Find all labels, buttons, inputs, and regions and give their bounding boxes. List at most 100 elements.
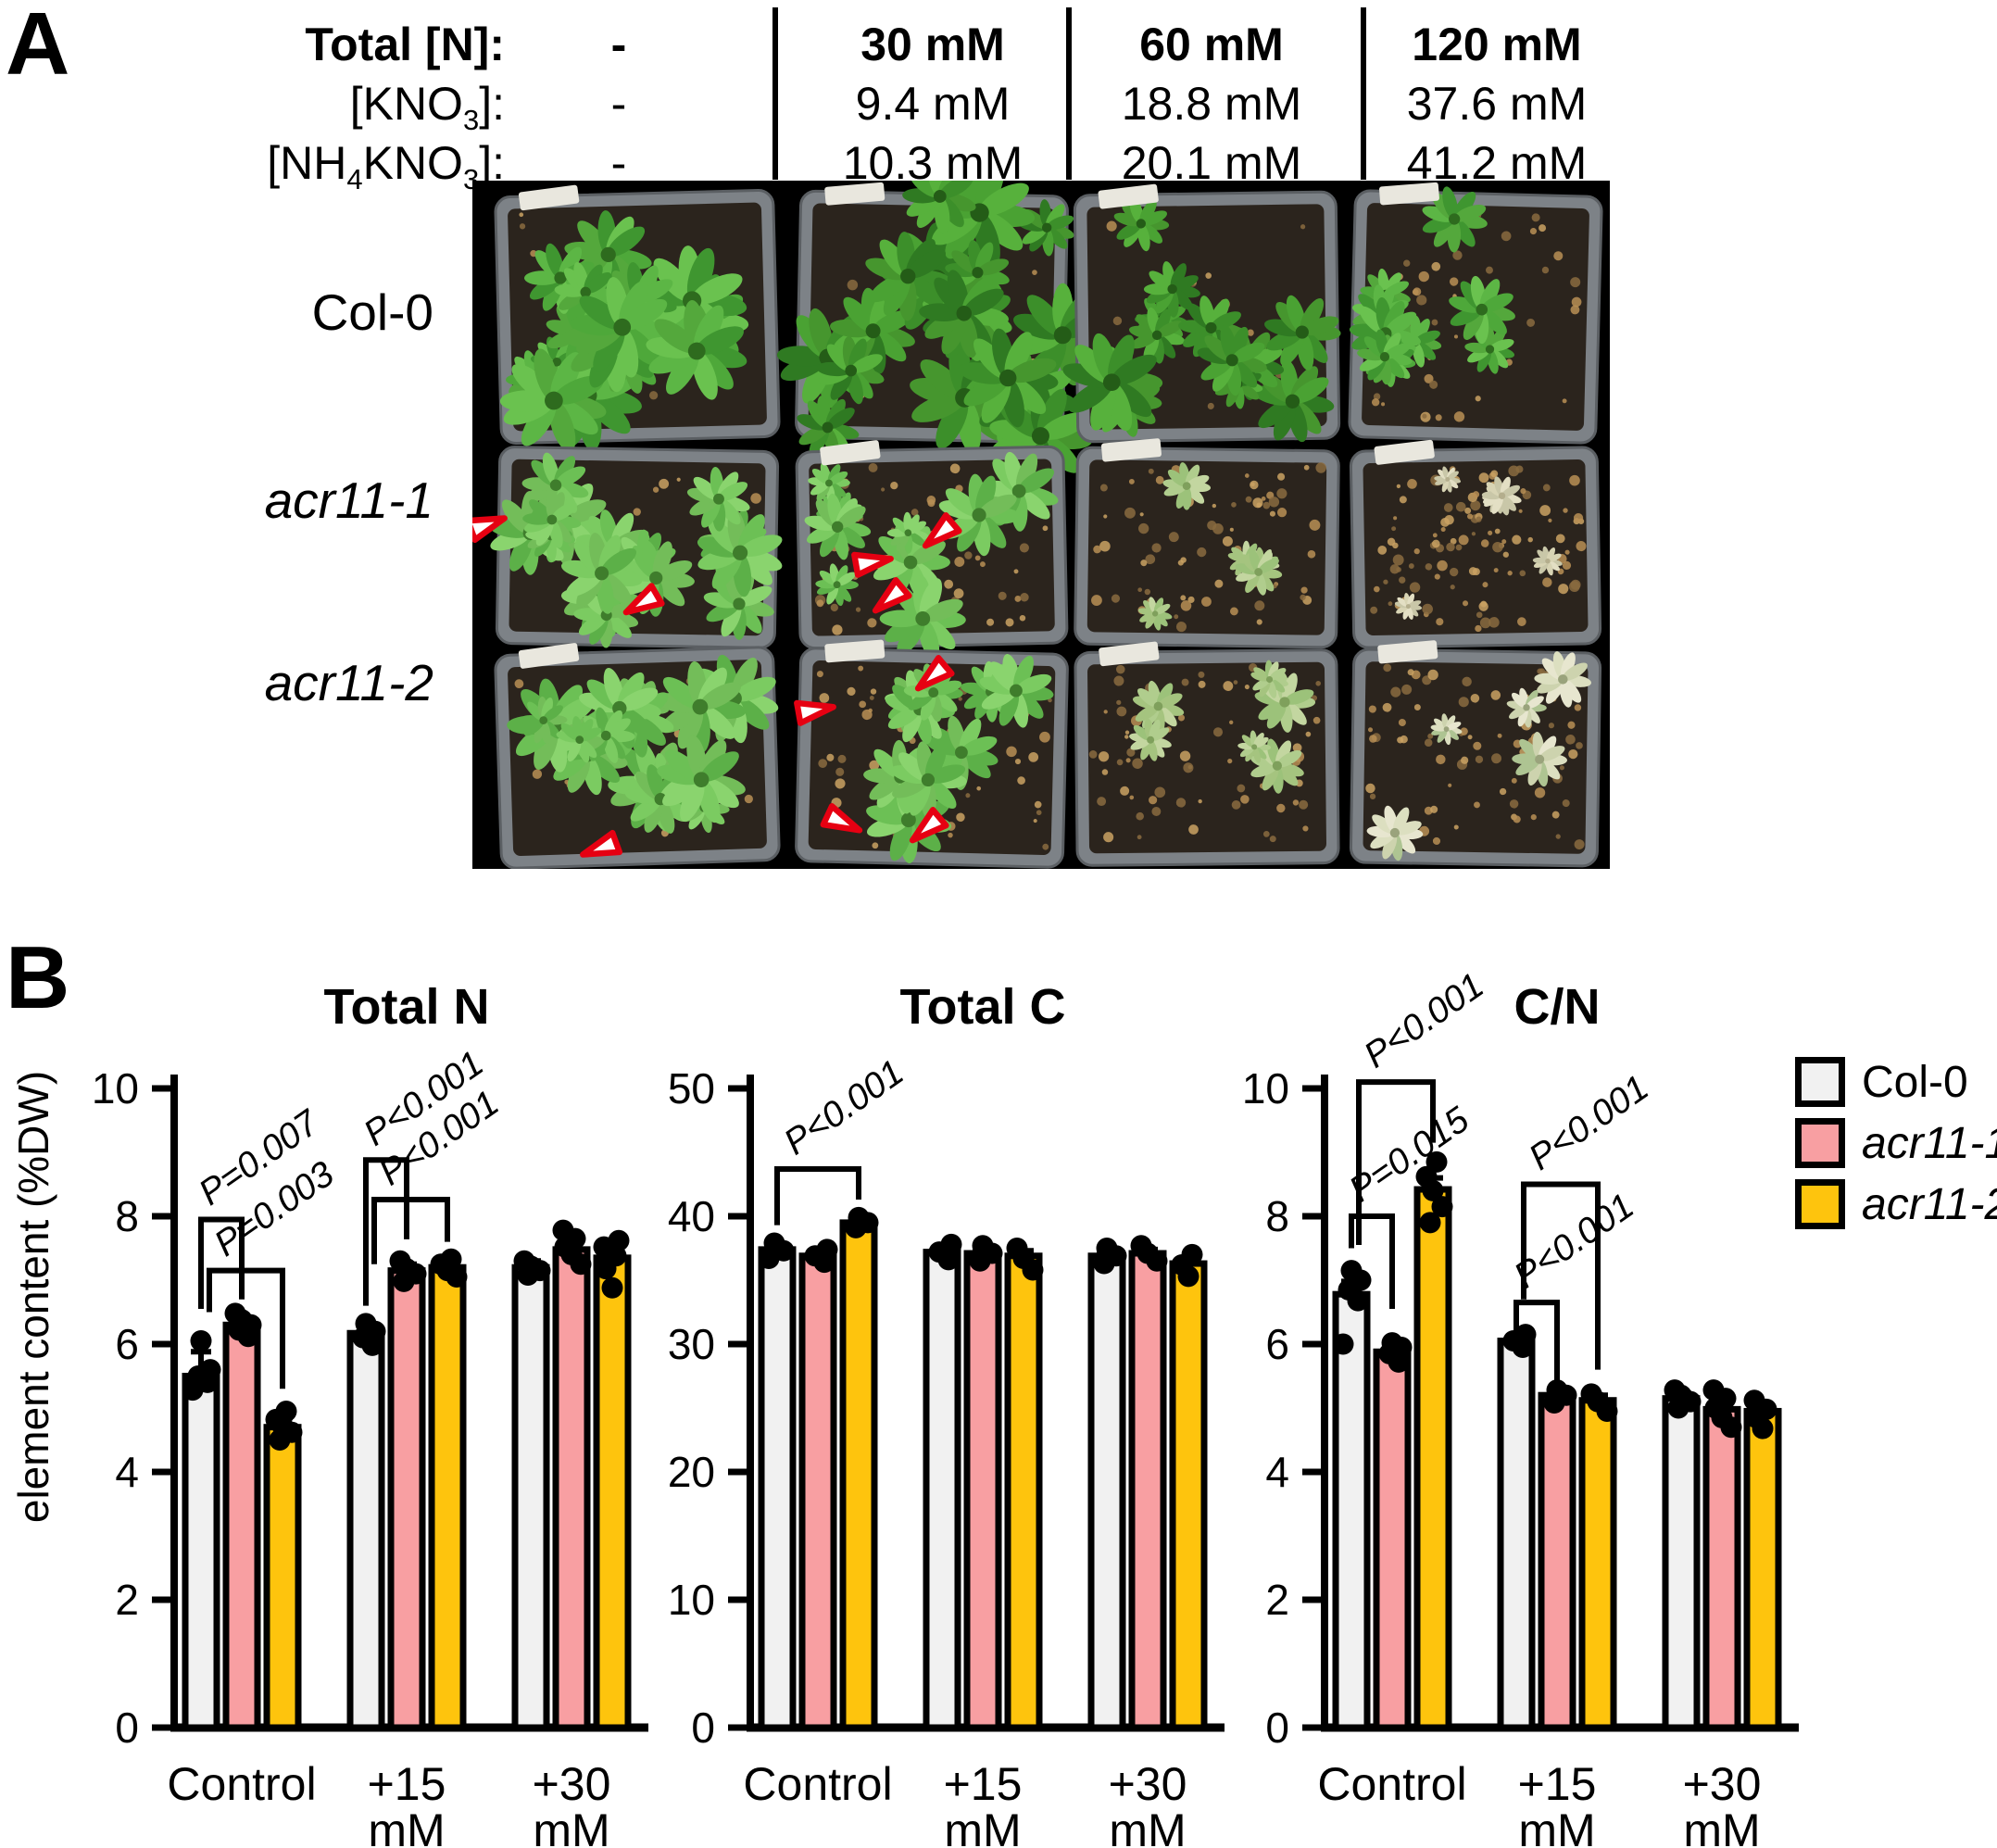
data-point bbox=[355, 1313, 377, 1335]
value-120mm: 41.2 mM bbox=[1406, 137, 1588, 189]
arrowhead-icon bbox=[580, 829, 623, 858]
x-category-label: mM bbox=[368, 1804, 445, 1848]
bar bbox=[593, 1254, 632, 1731]
bar bbox=[1662, 1395, 1701, 1731]
bar bbox=[222, 1321, 261, 1731]
arrowhead-icon bbox=[922, 512, 962, 549]
data-point bbox=[552, 1219, 574, 1241]
legend-swatch-acr11-1 bbox=[1795, 1118, 1845, 1168]
bar bbox=[1702, 1405, 1741, 1731]
arrowhead-icon bbox=[622, 583, 665, 616]
bar bbox=[923, 1249, 961, 1731]
y-tick-label: 6 bbox=[115, 1320, 139, 1368]
tray-tag bbox=[1374, 439, 1435, 465]
data-point bbox=[513, 1250, 535, 1272]
y-tick-label: 4 bbox=[115, 1448, 139, 1496]
bar bbox=[1538, 1391, 1576, 1731]
value-120mm: 37.6 mM bbox=[1406, 78, 1588, 130]
data-point bbox=[1580, 1383, 1602, 1405]
y-tick-label: 2 bbox=[115, 1576, 139, 1624]
data-point bbox=[940, 1233, 962, 1255]
plant-tray bbox=[1074, 438, 1340, 649]
plant-tray bbox=[494, 643, 781, 870]
bar bbox=[1578, 1397, 1617, 1731]
significance-bracket bbox=[774, 1165, 861, 1226]
data-point bbox=[848, 1206, 870, 1228]
value-120mm: 120 mM bbox=[1412, 19, 1582, 70]
bar bbox=[346, 1329, 385, 1731]
y-tick-label: 0 bbox=[115, 1703, 139, 1752]
data-point bbox=[1514, 1324, 1537, 1346]
data-point bbox=[1332, 1333, 1354, 1355]
significance-bracket bbox=[198, 1216, 245, 1310]
bar bbox=[1087, 1252, 1126, 1731]
p-value-label: P<0.001 bbox=[1357, 965, 1491, 1075]
data-point bbox=[601, 1276, 623, 1299]
bar bbox=[428, 1263, 467, 1731]
x-category-label: +15 bbox=[368, 1758, 446, 1810]
tray-tag bbox=[518, 184, 580, 211]
x-category-label: +15 bbox=[944, 1758, 1023, 1810]
significance-bracket bbox=[1521, 1181, 1601, 1370]
significance-bracket bbox=[207, 1267, 285, 1389]
arrowhead-icon bbox=[872, 577, 912, 614]
data-point bbox=[1181, 1243, 1203, 1265]
tray-tag bbox=[1378, 182, 1439, 206]
bar bbox=[1373, 1348, 1412, 1731]
tray-tag bbox=[1377, 640, 1438, 664]
data-point bbox=[1419, 1212, 1441, 1234]
value-30mm: 9.4 mM bbox=[855, 78, 1011, 130]
row-header-kno3: [KNO3]: bbox=[349, 78, 505, 136]
data-point bbox=[1381, 1332, 1403, 1354]
data-point bbox=[763, 1232, 785, 1254]
y-tick-label: 30 bbox=[668, 1320, 715, 1368]
value-60mm: 60 mM bbox=[1139, 19, 1284, 70]
tray-tag bbox=[1100, 438, 1162, 462]
bar bbox=[1497, 1338, 1536, 1731]
tray-tag bbox=[824, 182, 885, 206]
row-header-nh4kno3: [NH4KNO3]: bbox=[267, 137, 505, 195]
legend-item-acr11-2: acr11-2 bbox=[1795, 1179, 1997, 1229]
x-category-label: Control bbox=[167, 1758, 316, 1810]
data-point bbox=[389, 1250, 411, 1272]
x-category-label: mM bbox=[1683, 1804, 1760, 1848]
plant-tray bbox=[1348, 182, 1603, 445]
bar bbox=[387, 1267, 426, 1731]
plant-tray bbox=[776, 158, 1114, 488]
data-point bbox=[1006, 1238, 1028, 1259]
arrowhead-icon bbox=[851, 551, 894, 578]
plant-tray bbox=[1074, 641, 1340, 867]
y-tick-label: 20 bbox=[668, 1448, 715, 1496]
plant-tray bbox=[494, 184, 781, 452]
value-control: - bbox=[610, 78, 627, 130]
plant-tray bbox=[1062, 183, 1341, 444]
value-control: - bbox=[610, 19, 627, 70]
data-point bbox=[816, 1238, 838, 1261]
p-value-label: P<0.001 bbox=[1522, 1068, 1656, 1178]
plant-tray bbox=[795, 639, 1069, 869]
value-60mm: 20.1 mM bbox=[1121, 137, 1302, 189]
bar bbox=[1332, 1290, 1371, 1731]
value-30mm: 30 mM bbox=[860, 19, 1005, 70]
legend-swatch-col0 bbox=[1795, 1057, 1845, 1107]
plant-tray-photo bbox=[464, 158, 1610, 870]
legend-item-acr11-1: acr11-1 bbox=[1795, 1118, 1997, 1168]
y-tick-label: 10 bbox=[668, 1576, 715, 1624]
bar bbox=[839, 1219, 878, 1731]
data-point bbox=[190, 1330, 212, 1352]
genotype-label-acr11-1: acr11-1 bbox=[264, 471, 433, 529]
value-60mm: 18.8 mM bbox=[1121, 78, 1302, 130]
legend-swatch-acr11-2 bbox=[1795, 1179, 1845, 1229]
plant-tray bbox=[1349, 439, 1602, 649]
bar bbox=[963, 1250, 1002, 1731]
tray-tag bbox=[1099, 641, 1160, 667]
data-point bbox=[199, 1359, 221, 1381]
legend-label-acr11-2: acr11-2 bbox=[1862, 1179, 1997, 1229]
arrowhead-icon bbox=[794, 699, 836, 726]
x-category-label: +30 bbox=[533, 1758, 611, 1810]
p-value-label: P<0.001 bbox=[777, 1052, 911, 1163]
x-category-label: mM bbox=[1518, 1804, 1595, 1848]
tray-tag bbox=[1098, 183, 1159, 209]
